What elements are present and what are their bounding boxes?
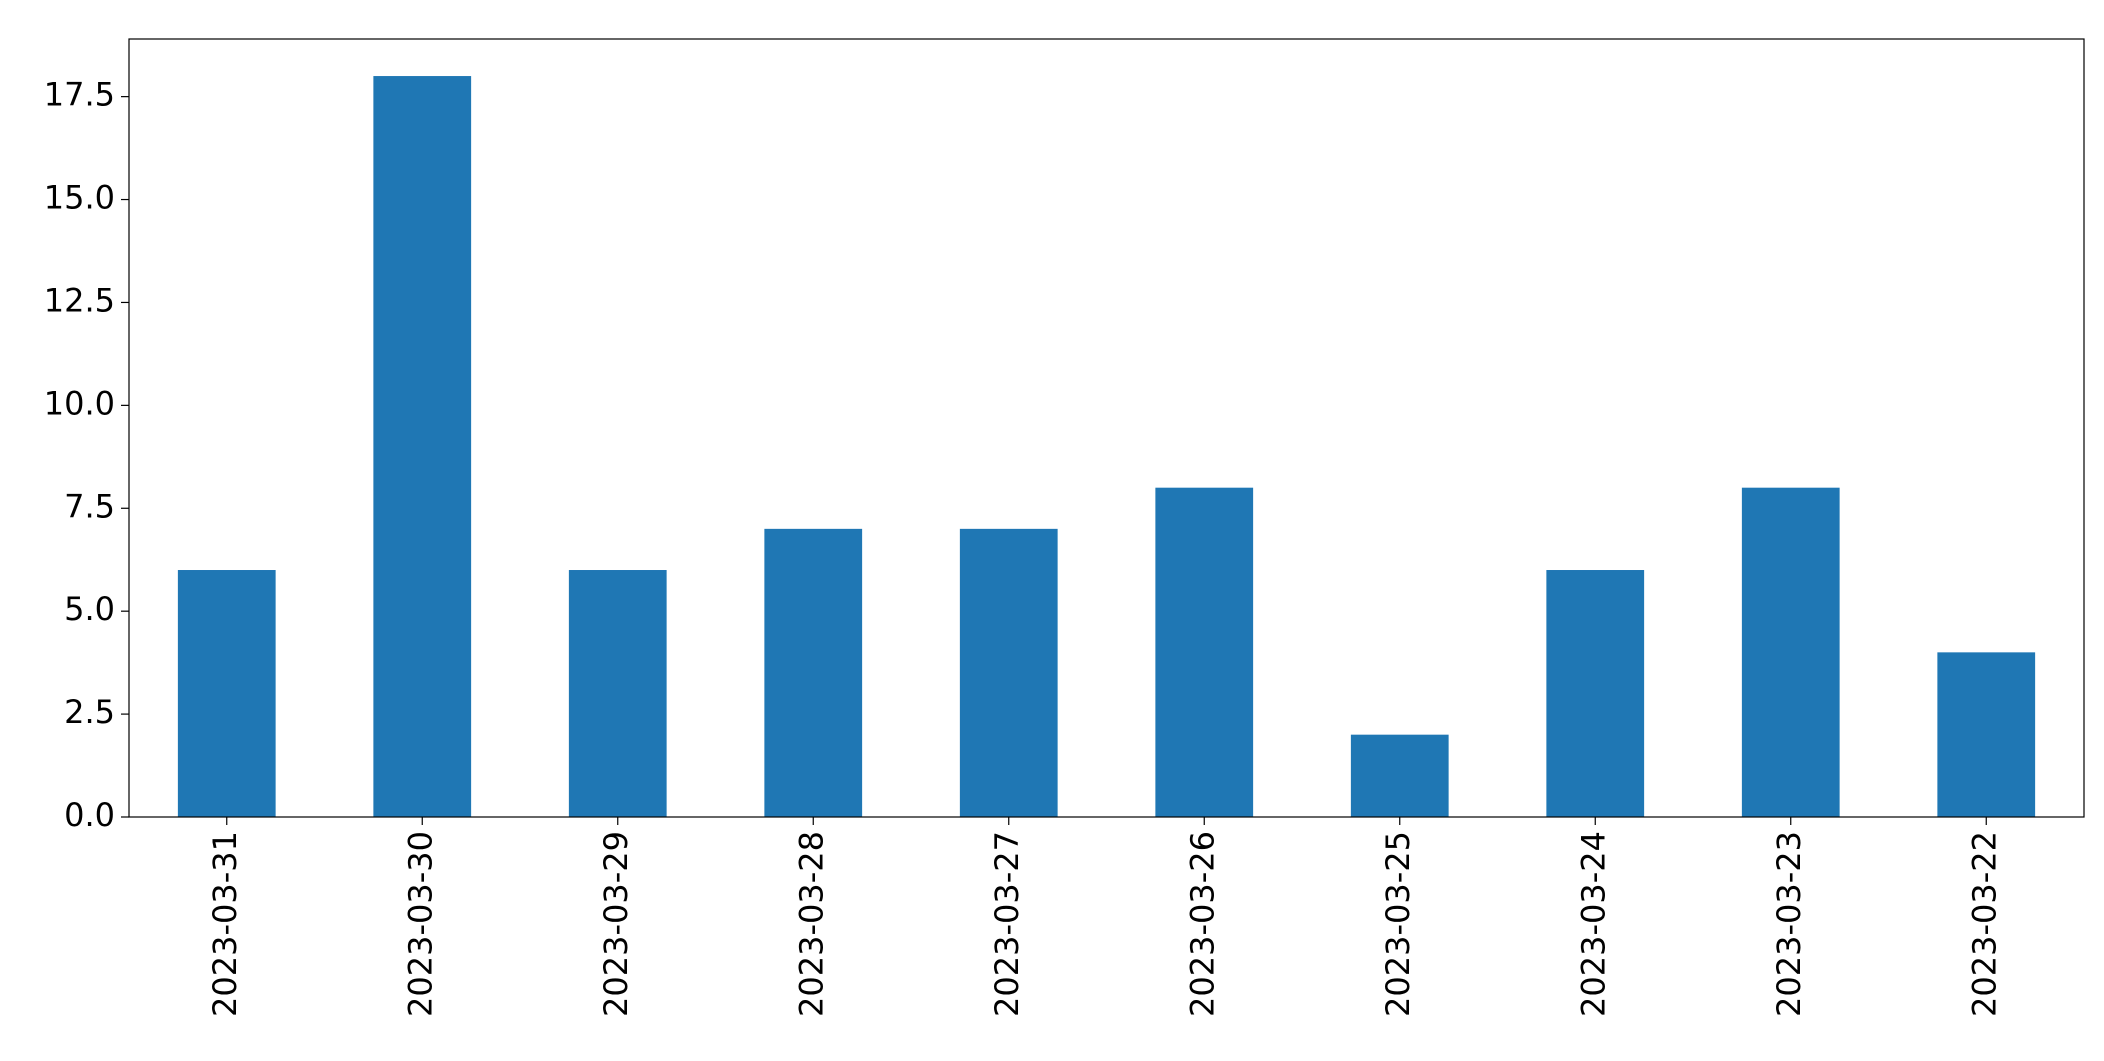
bar — [1155, 487, 1254, 817]
bar — [1741, 487, 1840, 817]
y-tick-label: 2.5 — [64, 693, 115, 731]
y-tick-label: 15.0 — [44, 179, 115, 217]
y-tick-label: 12.5 — [44, 281, 115, 319]
x-tick-label: 2023-03-22 — [1965, 831, 2003, 1017]
x-tick-label: 2023-03-29 — [597, 831, 635, 1017]
x-tick-label: 2023-03-24 — [1574, 831, 1612, 1017]
bar — [1937, 652, 2036, 817]
x-tick-label: 2023-03-28 — [792, 831, 830, 1017]
x-tick-label: 2023-03-31 — [206, 831, 244, 1017]
x-tick-label: 2023-03-26 — [1183, 831, 1221, 1017]
bar — [959, 528, 1058, 817]
bar — [177, 570, 276, 817]
x-tick-label: 2023-03-30 — [401, 831, 439, 1017]
y-tick-label: 10.0 — [44, 384, 115, 422]
bar — [373, 76, 472, 818]
y-tick-label: 17.5 — [44, 76, 115, 114]
y-tick-label: 0.0 — [64, 796, 115, 834]
x-tick-label: 2023-03-23 — [1770, 831, 1808, 1017]
bar — [1350, 734, 1449, 817]
y-tick-label: 7.5 — [64, 487, 115, 525]
bar — [568, 570, 667, 817]
bar — [764, 528, 863, 817]
y-tick-label: 5.0 — [64, 590, 115, 628]
x-tick-label: 2023-03-27 — [988, 831, 1026, 1017]
plot-frame — [128, 38, 2085, 818]
bar — [1546, 570, 1645, 817]
x-tick-label: 2023-03-25 — [1379, 831, 1417, 1017]
